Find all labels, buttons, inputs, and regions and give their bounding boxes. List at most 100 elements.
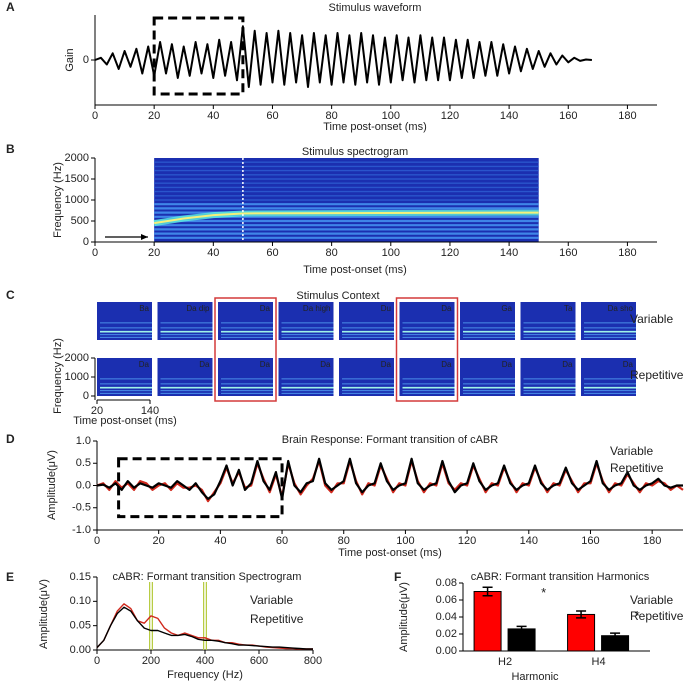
- thumbnail-label: Ba: [139, 304, 149, 313]
- x-tick-label: 400: [196, 655, 214, 667]
- y-axis-label: Amplitude(μV): [46, 450, 58, 520]
- thumbnail-label: Da: [139, 360, 150, 369]
- thumbnail-label: Da: [260, 360, 271, 369]
- y-tick-label: 0: [83, 236, 89, 248]
- x-tick-label: 40: [214, 535, 226, 547]
- y-tick-label: 2000: [65, 152, 89, 164]
- chart-title: Stimulus Context: [296, 290, 379, 302]
- data-line: [94, 25, 592, 88]
- x-tick-label: 100: [382, 110, 400, 122]
- thumbnail: [157, 302, 213, 340]
- panel-label: C: [6, 288, 15, 302]
- x-tick-label: 20: [148, 247, 160, 259]
- bar: [473, 591, 502, 652]
- x-tick-label: 60: [266, 247, 278, 259]
- chart-title: cABR: Formant transition Spectrogram: [113, 571, 302, 583]
- y-tick-label: 1000: [65, 371, 89, 383]
- x-tick-label: 60: [276, 535, 288, 547]
- thumbnail-label: Da: [320, 360, 331, 369]
- y-tick-label: 500: [71, 215, 89, 227]
- data-line: [96, 457, 683, 500]
- x-axis-label: Time post-onset (ms): [323, 121, 427, 133]
- thumbnail-label: Da: [562, 360, 573, 369]
- x-tick-label: 0: [92, 110, 98, 122]
- x-tick-label: 120: [441, 247, 459, 259]
- thumbnail: [218, 358, 273, 396]
- error-bar: [482, 586, 493, 597]
- y-tick-label: 0: [83, 54, 89, 66]
- x-tick-label: 100: [396, 535, 414, 547]
- column-highlight: [395, 297, 459, 402]
- x-tick-label: 20: [91, 405, 103, 417]
- chart-title: cABR: Formant transition Harmonics: [471, 571, 650, 583]
- thumbnail-label: Da dip: [186, 304, 210, 313]
- bar: [507, 628, 536, 652]
- thumbnail: [157, 358, 213, 396]
- legend-label: Variable: [610, 444, 653, 458]
- thumbnail: [278, 302, 334, 340]
- error-bar: [576, 610, 587, 619]
- y-tick-label: 1.0: [76, 435, 91, 447]
- x-tick-label: 160: [559, 110, 577, 122]
- x-tick-label: 0: [94, 535, 100, 547]
- thumbnail-label: Da: [381, 360, 392, 369]
- x-tick-label: 180: [643, 535, 661, 547]
- x-tick-label: 20: [148, 110, 160, 122]
- thumbnail-label: Da sho: [608, 304, 634, 313]
- thumbnail: [97, 302, 152, 340]
- y-axis-label: Gain: [64, 48, 76, 71]
- legend-label: Repetitive: [250, 612, 304, 626]
- thumbnail-label: Da high: [303, 304, 331, 313]
- thumbnail: [460, 302, 515, 340]
- panel-label: E: [6, 570, 14, 584]
- y-tick-label: -0.5: [72, 502, 91, 514]
- x-tick-label: 0: [94, 655, 100, 667]
- x-tick-label: 80: [338, 535, 350, 547]
- panel-labels: A B C D E F: [6, 0, 401, 584]
- thumbnail: [520, 302, 576, 340]
- chart-title: Stimulus spectrogram: [302, 146, 408, 158]
- bar: [567, 613, 596, 652]
- y-tick-label: 0.5: [76, 457, 91, 469]
- thumbnail: [97, 358, 152, 396]
- x-axis-label: Time post-onset (ms): [338, 547, 442, 559]
- formant: [154, 211, 539, 225]
- y-axis-label: Amplitude(μV): [38, 579, 50, 649]
- x-tick-label: 140: [500, 110, 518, 122]
- x-tick-label: 180: [618, 110, 636, 122]
- row-label: Repetitive: [630, 368, 684, 382]
- legend-label: Repetitive: [610, 461, 664, 475]
- legend-label: Variable: [630, 593, 673, 607]
- y-tick-label: 0.15: [70, 571, 91, 583]
- x-tick-label: 80: [326, 110, 338, 122]
- x-tick-label: 180: [618, 247, 636, 259]
- x-tick-label: 200: [142, 655, 160, 667]
- x-tick-label: 140: [500, 247, 518, 259]
- y-tick-label: 0.02: [436, 628, 457, 640]
- chart-title: Stimulus waveform: [329, 2, 422, 14]
- error-bar: [610, 632, 621, 639]
- thumbnail-label: Ga: [501, 304, 512, 313]
- y-tick-label: 2000: [65, 352, 89, 364]
- x-tick-label: H4: [592, 656, 606, 668]
- x-tick-label: H2: [498, 656, 512, 668]
- thumbnail: [581, 302, 636, 340]
- x-tick-label: 100: [382, 247, 400, 259]
- y-tick-label: 1500: [65, 173, 89, 185]
- x-tick-label: 80: [326, 247, 338, 259]
- x-tick-label: 40: [207, 110, 219, 122]
- chart-title: Brain Response: Formant transition of cA…: [282, 434, 498, 446]
- column-highlight: [214, 297, 277, 402]
- y-tick-label: 0.10: [70, 595, 91, 607]
- thumbnail-label: Da: [623, 360, 634, 369]
- x-tick-label: 0: [92, 247, 98, 259]
- y-tick-label: 0.00: [70, 644, 91, 656]
- significance: *: [635, 608, 640, 623]
- error-bar: [516, 625, 527, 633]
- y-tick-label: 0.0: [76, 479, 91, 491]
- x-axis-label: Harmonic: [511, 671, 559, 683]
- thumbnail-label: Da: [260, 304, 271, 313]
- data-line: [96, 606, 313, 650]
- legend-label: Variable: [250, 593, 293, 607]
